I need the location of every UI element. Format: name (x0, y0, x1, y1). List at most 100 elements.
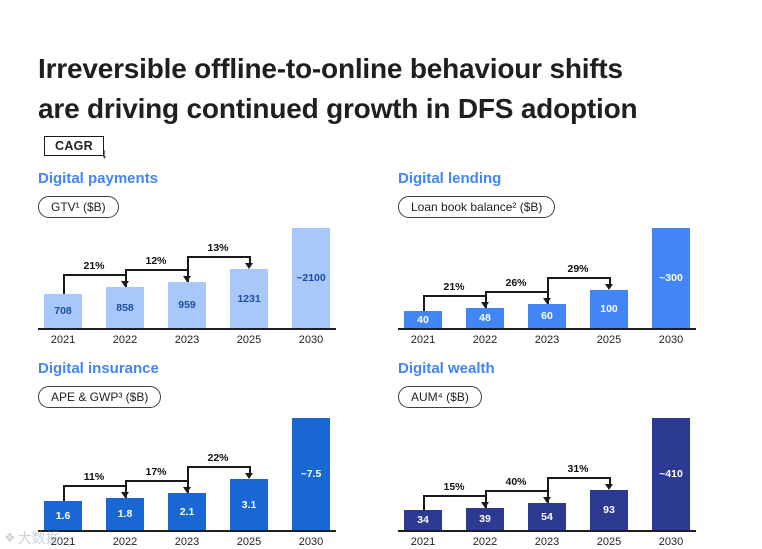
watermark: ❖ 大数据 (4, 528, 60, 548)
cagr-value: 21% (440, 281, 468, 293)
bar-value-label: ~2100 (296, 272, 326, 284)
cagr-value: 40% (502, 476, 530, 488)
bar-2025: 93 (590, 490, 628, 530)
bar-value-label: 708 (54, 305, 72, 317)
cagr-value: 12% (142, 255, 170, 267)
x-axis-labels: 2021 2022 2023 2025 2030 (398, 536, 696, 549)
cagr-value: 26% (502, 277, 530, 289)
bar-value-label: 1.8 (117, 508, 133, 520)
cagr-value: 11% (80, 471, 108, 483)
axis-label-2021: 2021 (410, 334, 436, 346)
cagr-bracket-line (485, 291, 547, 293)
cagr-bracket-tick (187, 466, 189, 493)
x-axis-labels: 2021 2022 2023 2025 2030 (38, 334, 336, 350)
bar-2023: 60 (528, 304, 566, 328)
bar-value-label: ~300 (659, 272, 683, 284)
axis-label-2025: 2025 (596, 536, 622, 548)
bar-value-label: ~7.5 (300, 468, 322, 480)
cagr-bracket-tick (63, 485, 65, 501)
cagr-bracket-tick (423, 495, 425, 510)
bar-value-label: 34 (417, 514, 429, 526)
x-axis-labels: 2021 2022 2023 2025 2030 (398, 334, 696, 350)
bar-value-label: 100 (600, 303, 618, 315)
cagr-bracket-tick (547, 277, 549, 304)
bar-plot: 1.6 1.8 2.1 3.1 ~7.5 11% 17% 22% (38, 418, 336, 532)
bar-2021: 708 (44, 294, 82, 328)
cagr-arrowhead-icon (245, 263, 253, 269)
cagr-value: 31% (564, 463, 592, 475)
metric-label: Loan book balance² ($B) (411, 200, 543, 214)
axis-label-2030: 2030 (298, 536, 324, 548)
cagr-value: 22% (204, 452, 232, 464)
metric-label: AUM⁴ ($B) (411, 390, 469, 404)
cagr-bracket-tick (125, 480, 127, 498)
bar-2021: 40 (404, 311, 442, 328)
bar-2022: 1.8 (106, 498, 144, 530)
bar-value-label: 858 (116, 301, 134, 314)
bar-value-label: 2.1 (179, 505, 195, 518)
cagr-bracket-line (63, 274, 125, 276)
chart-panel-digital-lending: Digital lending Loan book balance² ($B) … (398, 170, 696, 350)
axis-label-2022: 2022 (112, 536, 138, 548)
bar-2023: 54 (528, 503, 566, 530)
bar-2022: 39 (466, 508, 504, 530)
bar-2025: 1231 (230, 269, 268, 328)
axis-label-2030: 2030 (298, 334, 324, 346)
axis-label-2023: 2023 (534, 334, 560, 346)
metric-pill: Loan book balance² ($B) (398, 196, 556, 218)
bar-2030: ~2100 (292, 228, 330, 328)
cagr-bracket-tick (125, 269, 127, 287)
axis-label-2025: 2025 (236, 536, 262, 548)
bar-value-label: 3.1 (241, 498, 257, 511)
cagr-bracket-tick (63, 274, 65, 294)
page-title: Irreversible offline-to-online behaviour… (38, 49, 638, 129)
axis-label-2023: 2023 (534, 536, 560, 548)
cagr-value: 21% (80, 260, 108, 272)
cagr-bracket-line (423, 495, 485, 497)
metric-pill: AUM⁴ ($B) (398, 386, 482, 408)
metric-label: GTV¹ ($B) (51, 200, 106, 214)
cagr-value: 29% (564, 263, 592, 275)
bar-value-label: 39 (479, 513, 491, 525)
chart-title: Digital lending (398, 170, 502, 187)
metric-pill: GTV¹ ($B) (38, 196, 119, 218)
bar-2022: 858 (106, 287, 144, 328)
axis-label-2021: 2021 (50, 334, 76, 346)
cagr-arrowhead-icon (605, 284, 613, 290)
axis-label-2025: 2025 (236, 334, 262, 346)
bar-value-label: 1.6 (55, 509, 71, 522)
cagr-bracket-tick (423, 295, 425, 311)
bar-plot: 40 48 60 100 ~300 21% 26% 29% (398, 228, 696, 330)
axis-label-2021: 2021 (410, 536, 436, 548)
bar-2021: 34 (404, 510, 442, 530)
bar-2025: 100 (590, 290, 628, 328)
axis-label-2021: 2021 (50, 536, 76, 548)
chart-title: Digital payments (38, 170, 159, 187)
bar-value-label: 60 (541, 310, 553, 322)
down-arrow-icon: ↓ (101, 145, 109, 161)
cagr-value: 17% (142, 466, 170, 478)
cagr-arrowhead-icon (245, 473, 253, 479)
bar-2025: 3.1 (230, 479, 268, 530)
cagr-value: 13% (204, 242, 232, 254)
axis-label-2023: 2023 (174, 334, 200, 346)
axis-label-2030: 2030 (658, 536, 684, 548)
cagr-bracket-tick (249, 256, 251, 264)
cagr-bracket-line (187, 256, 249, 258)
x-axis-labels: 2021 2022 2023 2025 2030 (38, 536, 336, 549)
watermark-text: 大数据 (17, 530, 60, 546)
bar-value-label: 1231 (237, 292, 261, 305)
bar-2030: ~7.5 (292, 418, 330, 530)
metric-pill: APE & GWP³ ($B) (38, 386, 162, 408)
bar-value-label: 40 (417, 313, 429, 326)
cagr-bracket-tick (187, 256, 189, 282)
cagr-bracket-tick (485, 490, 487, 508)
cagr-bracket-tick (249, 466, 251, 474)
bar-plot: 34 39 54 93 ~410 15% 40% 31% (398, 418, 696, 532)
cagr-bracket-line (125, 480, 187, 482)
cagr-bracket-tick (547, 477, 549, 503)
cagr-bracket-line (187, 466, 249, 468)
axis-label-2022: 2022 (112, 334, 138, 346)
bar-value-label: 959 (178, 299, 196, 311)
